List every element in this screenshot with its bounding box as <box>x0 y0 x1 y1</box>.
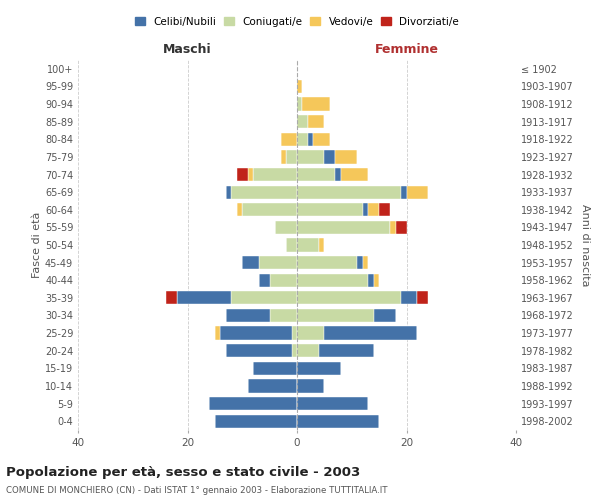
Bar <box>226 309 269 322</box>
Bar <box>407 186 428 198</box>
Bar <box>395 221 407 234</box>
Bar <box>297 397 368 410</box>
Bar <box>237 168 248 181</box>
Bar <box>209 397 297 410</box>
Bar <box>297 115 308 128</box>
Bar <box>325 150 335 164</box>
Bar <box>269 274 297 287</box>
Bar <box>297 380 325 392</box>
Bar <box>313 132 330 146</box>
Bar <box>281 132 297 146</box>
Bar <box>253 168 297 181</box>
Bar <box>379 203 390 216</box>
Bar <box>275 221 297 234</box>
Bar <box>259 274 269 287</box>
Bar <box>362 256 368 269</box>
Bar <box>297 362 341 375</box>
Bar <box>297 291 401 304</box>
Bar <box>335 150 357 164</box>
Bar <box>302 98 330 110</box>
Bar <box>281 150 286 164</box>
Bar <box>297 186 401 198</box>
Text: COMUNE DI MONCHIERO (CN) - Dati ISTAT 1° gennaio 2003 - Elaborazione TUTTITALIA.: COMUNE DI MONCHIERO (CN) - Dati ISTAT 1°… <box>6 486 388 495</box>
Bar <box>297 150 325 164</box>
Bar <box>297 98 302 110</box>
Bar <box>286 238 297 252</box>
Bar <box>297 168 335 181</box>
Bar <box>237 203 242 216</box>
Bar <box>297 256 357 269</box>
Bar <box>418 291 428 304</box>
Bar <box>297 132 308 146</box>
Bar <box>374 309 395 322</box>
Bar <box>226 344 292 358</box>
Bar <box>269 309 297 322</box>
Bar <box>242 203 297 216</box>
Text: Popolazione per età, sesso e stato civile - 2003: Popolazione per età, sesso e stato civil… <box>6 466 360 479</box>
Bar <box>297 326 325 340</box>
Bar <box>248 168 253 181</box>
Bar <box>253 362 297 375</box>
Bar <box>297 344 319 358</box>
Bar <box>232 186 297 198</box>
Bar <box>374 274 379 287</box>
Bar <box>176 291 232 304</box>
Bar <box>226 186 232 198</box>
Bar <box>297 80 302 93</box>
Bar <box>297 238 319 252</box>
Y-axis label: Anni di nascita: Anni di nascita <box>580 204 590 286</box>
Bar <box>166 291 176 304</box>
Bar <box>259 256 297 269</box>
Bar <box>308 132 313 146</box>
Bar <box>297 274 368 287</box>
Bar <box>297 203 362 216</box>
Bar <box>248 380 297 392</box>
Bar <box>335 168 341 181</box>
Bar <box>292 344 297 358</box>
Bar <box>319 344 374 358</box>
Bar <box>297 221 390 234</box>
Bar <box>220 326 292 340</box>
Bar <box>368 203 379 216</box>
Bar <box>242 256 259 269</box>
Bar <box>362 203 368 216</box>
Bar <box>292 326 297 340</box>
Text: Maschi: Maschi <box>163 44 212 57</box>
Legend: Celibi/Nubili, Coniugati/e, Vedovi/e, Divorziati/e: Celibi/Nubili, Coniugati/e, Vedovi/e, Di… <box>132 14 462 30</box>
Bar <box>286 150 297 164</box>
Text: Femmine: Femmine <box>374 44 439 57</box>
Bar <box>232 291 297 304</box>
Bar <box>401 291 418 304</box>
Y-axis label: Fasce di età: Fasce di età <box>32 212 42 278</box>
Bar <box>297 414 379 428</box>
Bar <box>215 414 297 428</box>
Bar <box>341 168 368 181</box>
Bar <box>215 326 220 340</box>
Bar <box>308 115 325 128</box>
Bar <box>401 186 407 198</box>
Bar <box>297 309 374 322</box>
Bar <box>357 256 363 269</box>
Bar <box>390 221 395 234</box>
Bar <box>368 274 374 287</box>
Bar <box>319 238 325 252</box>
Bar <box>325 326 418 340</box>
